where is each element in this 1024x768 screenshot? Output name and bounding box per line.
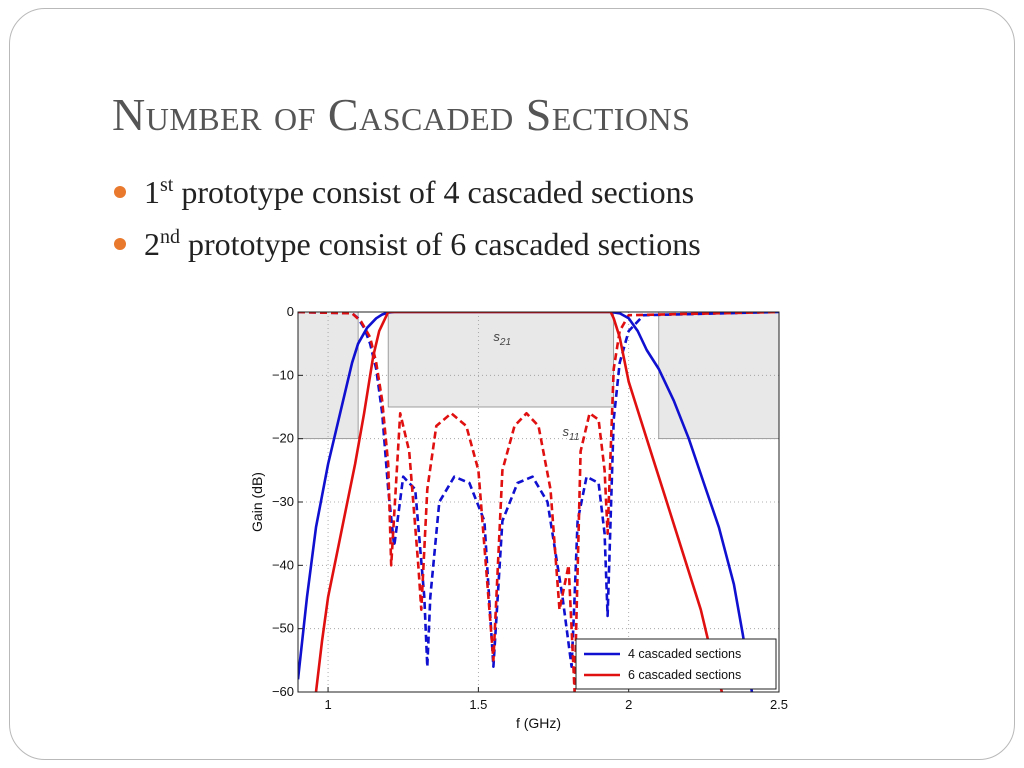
spec-mask-region — [387, 311, 615, 408]
legend-entry-label: 6 cascaded sections — [628, 668, 741, 682]
bullet-ordinal-suffix: st — [160, 174, 174, 196]
x-tick-label: 2 — [625, 697, 632, 712]
y-tick-label: −20 — [272, 431, 294, 446]
x-tick-label: 2.5 — [770, 697, 788, 712]
y-tick-label: −40 — [272, 557, 294, 572]
y-tick-label: −30 — [272, 494, 294, 509]
bullet-list: 1st prototype consist of 4 cascaded sect… — [114, 170, 701, 274]
bullet-number: 2 — [144, 226, 160, 262]
annotation-subscript: 11 — [569, 432, 579, 443]
y-tick-label: −60 — [272, 684, 294, 699]
slide-title: Number of Cascaded Sections — [112, 89, 691, 140]
x-axis-label: f (GHz) — [516, 715, 561, 731]
x-tick-label: 1.5 — [469, 697, 487, 712]
y-tick-label: 0 — [287, 304, 294, 319]
bullet-item: 1st prototype consist of 4 cascaded sect… — [114, 170, 701, 222]
legend-box — [575, 638, 777, 690]
bullet-ordinal-suffix: nd — [160, 226, 180, 248]
annotation-subscript: 21 — [499, 337, 511, 348]
s21-series-line — [314, 312, 724, 692]
gain-chart: 1 1.5 2 2.5 0 −10 −20 −30 −40 −50 −60 f (GHz) Gain (… — [249, 304, 788, 731]
bullet-number: 1 — [144, 174, 160, 210]
bullet-text: prototype consist of 6 cascaded sections — [180, 226, 701, 262]
y-tick-label: −50 — [272, 621, 294, 636]
bullet-item: 2nd prototype consist of 6 cascaded sect… — [114, 222, 701, 274]
bullet-dot-icon — [114, 238, 126, 250]
x-tick-label: 1 — [324, 697, 331, 712]
legend-entry-label: 4 cascaded sections — [628, 647, 741, 661]
bullet-dot-icon — [114, 186, 126, 198]
y-axis-label: Gain (dB) — [249, 472, 265, 532]
bullet-text: prototype consist of 4 cascaded sections — [173, 174, 695, 210]
s11-series-line — [298, 312, 779, 692]
y-tick-label: −10 — [272, 367, 294, 382]
s21-series-line — [298, 312, 754, 692]
